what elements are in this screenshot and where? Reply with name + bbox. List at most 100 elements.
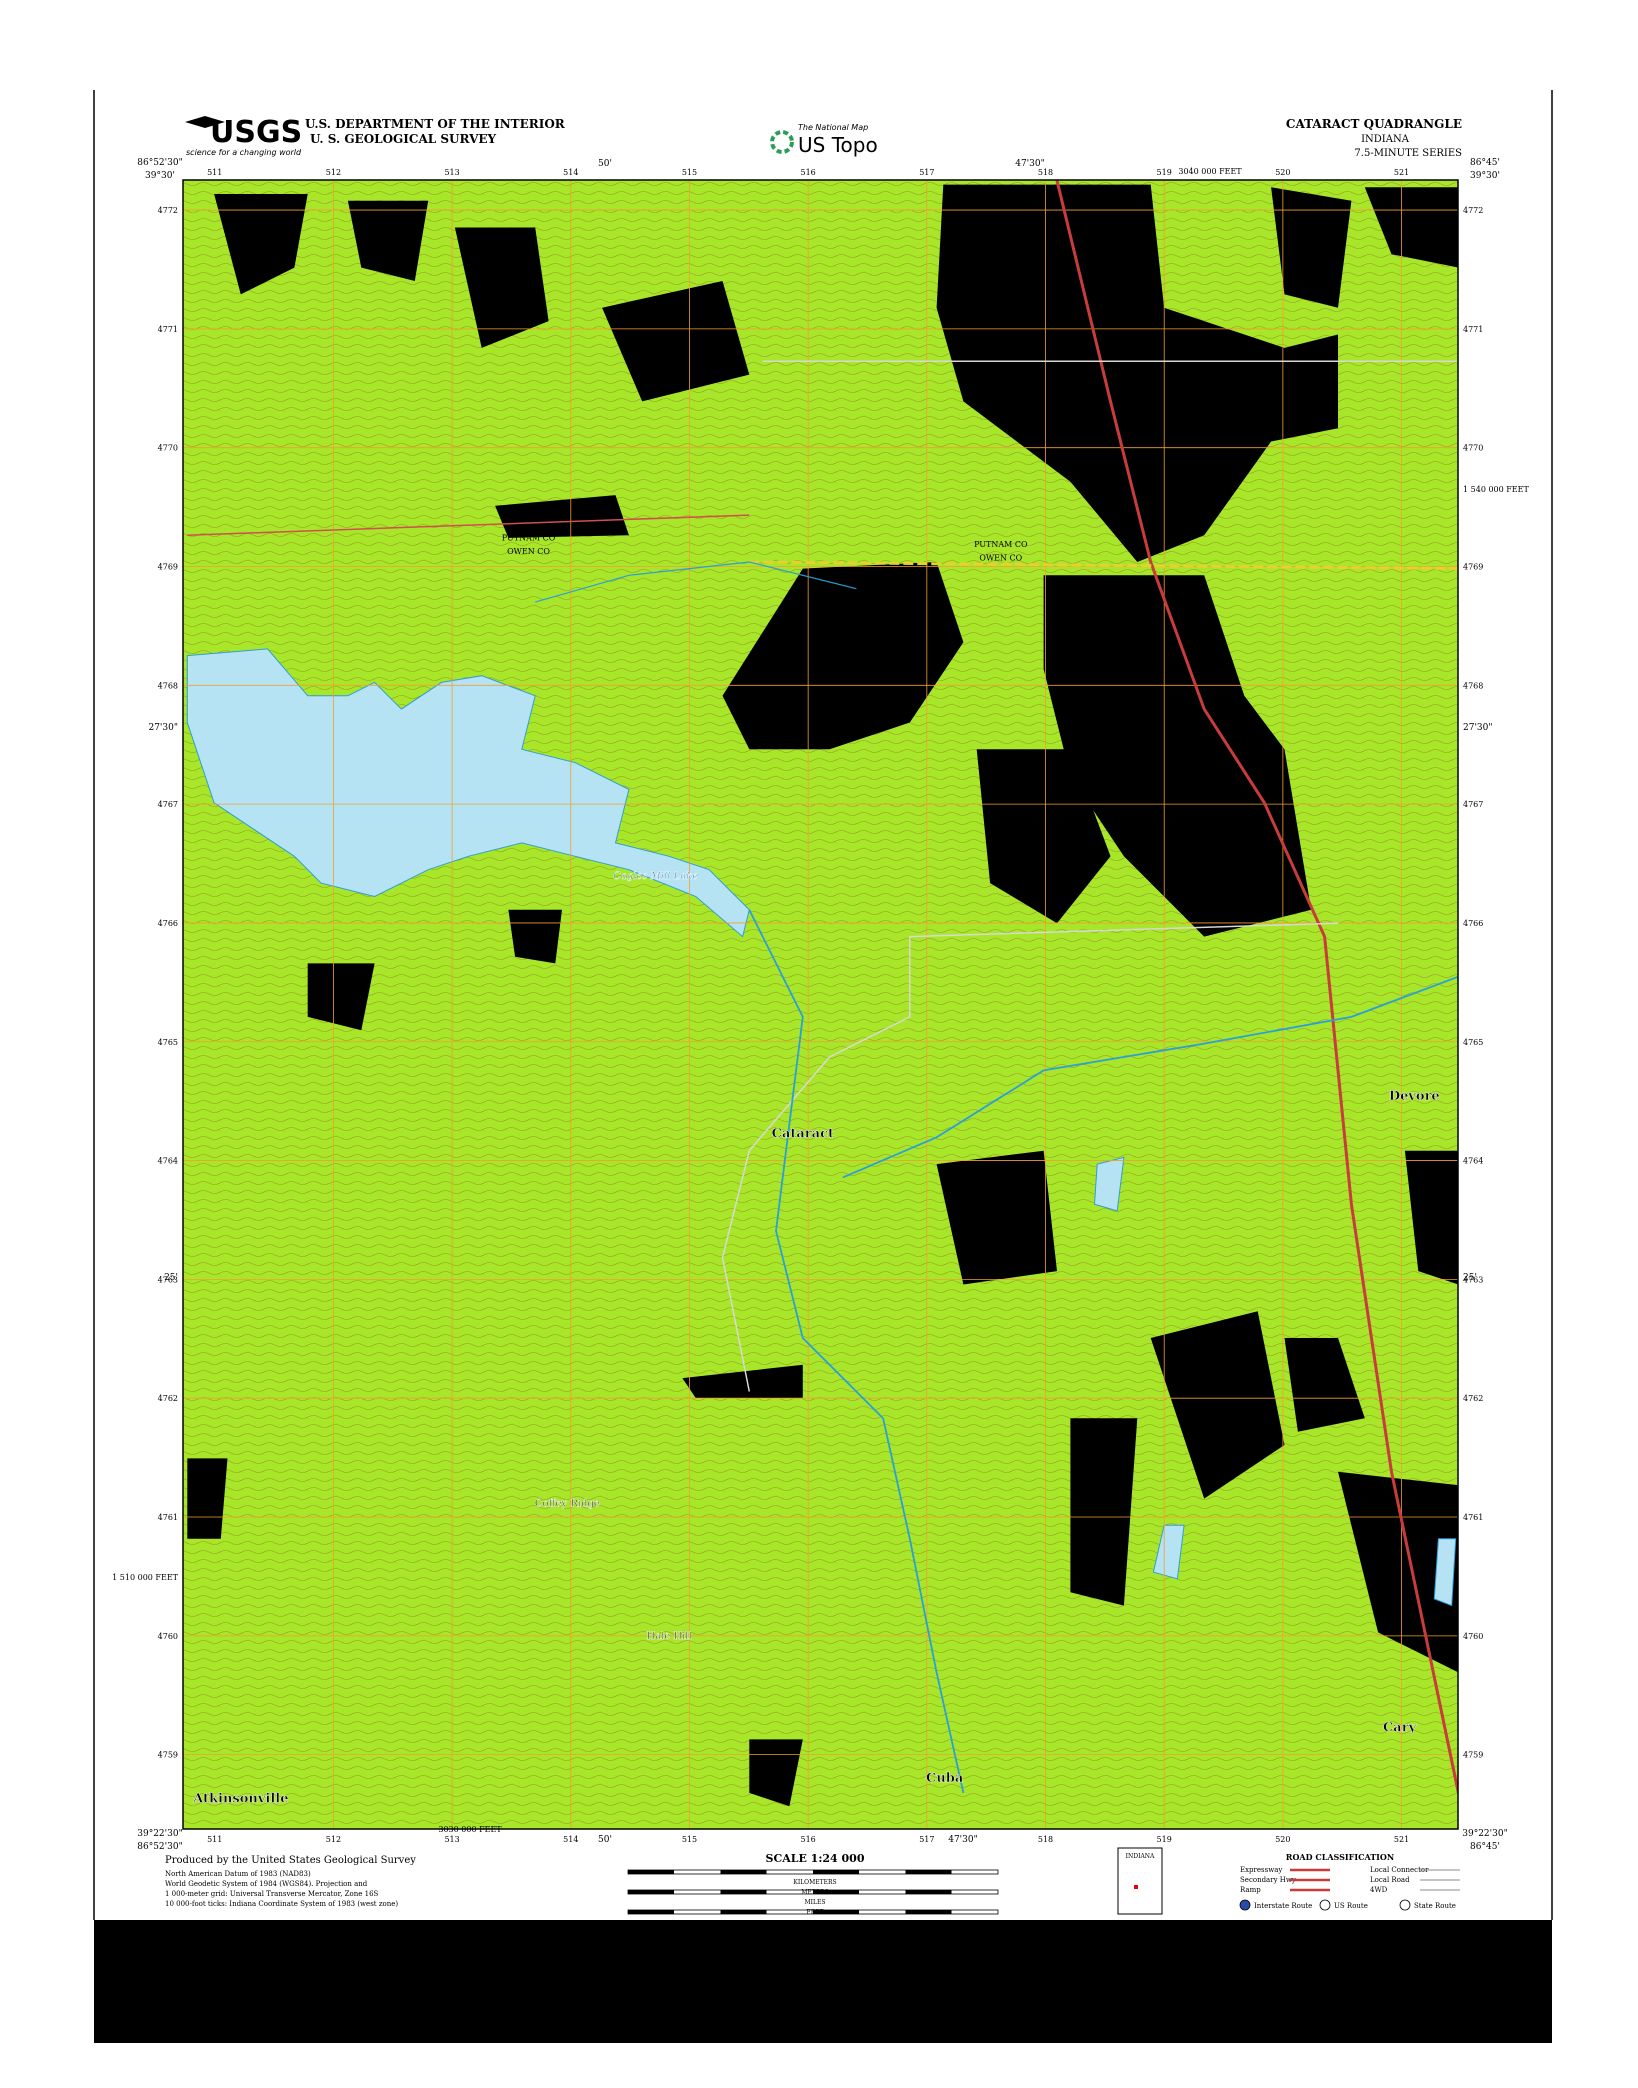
open-area [749,1739,803,1807]
footer-text: Local Road [1370,1876,1410,1884]
county-label: OWEN CO [979,554,1022,563]
county-label: PUTNAM CO [974,540,1028,549]
edge-label: 50' [598,1835,612,1845]
grid-label: 511 [207,1835,222,1844]
edge-label: 86°45' [1470,1842,1500,1852]
scale-segment [905,1870,952,1874]
neatline [182,179,1459,1830]
place-label: Hale Hill [646,1631,691,1642]
grid-label: 4763 [1463,1275,1483,1284]
grid-label: 518 [1038,168,1053,177]
footer-text: 4WD [1370,1886,1388,1894]
grid-label: 4771 [158,325,178,334]
edge-label: 39°30' [145,171,175,181]
grid-label: 4768 [158,681,178,690]
survey: U. S. GEOLOGICAL SURVEY [310,132,497,146]
grid-label: 4766 [158,919,178,928]
open-area [1404,1150,1458,1285]
product: US Topo [798,133,878,157]
open-area [214,194,308,295]
grid-label: 4772 [1463,206,1483,215]
grid-label: 4768 [1463,681,1483,690]
grid-label: 513 [444,1835,459,1844]
open-area [454,227,549,348]
logo: USGS [210,115,302,150]
scale-segment [628,1870,674,1874]
county-road [721,936,911,1392]
grid-label: 4759 [158,1751,178,1760]
grid-label: 4763 [158,1275,178,1284]
open-area [602,281,750,402]
stream [842,975,1458,1179]
stream [748,909,965,1794]
open-area [1338,1471,1458,1673]
quadrangle-title: CATARACT QUADRANGLE [1286,117,1462,131]
grid-label: 4762 [158,1394,178,1403]
open-area [495,495,629,538]
open-area [1284,1338,1365,1432]
place-label: Cuba [926,1771,964,1786]
grid-label: 518 [1038,1835,1053,1844]
grid-label: 519 [1157,168,1172,177]
map-body [183,180,1458,1829]
footer-text: North American Datum of 1983 (NAD83) [165,1870,311,1878]
grid-label: 521 [1394,1835,1409,1844]
grid-label: 517 [919,1835,934,1844]
footer-text: 10 000-foot ticks: Indiana Coordinate Sy… [165,1900,398,1908]
scale-segment [720,1910,767,1914]
grid-label: 520 [1275,1835,1290,1844]
scale-segment [905,1910,952,1914]
grid-label: 4761 [158,1513,178,1522]
scale-segment [813,1890,859,1894]
scale-segment [905,1890,952,1894]
county-road [187,514,750,536]
edge-label: 47'30" [1015,159,1045,169]
quad-marker [1134,1885,1138,1889]
edge-label: 39°22'30" [1462,1829,1507,1839]
footer-text: Secondary Hwy [1240,1876,1296,1884]
grid-label: 515 [682,1835,697,1844]
open-area [682,1364,803,1399]
grid-label: 517 [919,168,934,177]
grid-label: 4767 [158,800,178,809]
edge-label: 86°52'30" [137,158,182,168]
open-area [936,184,1338,562]
open-area [347,200,429,281]
footer-text: State Route [1414,1902,1456,1910]
footer-text: Local Connector [1370,1866,1429,1874]
edge-label: 3040 000 FEET [1178,167,1242,176]
scale-segment [628,1910,674,1914]
place-label: Coffey Ridge [535,1499,600,1510]
open-area [976,749,1111,924]
series: 7.5-MINUTE SERIES [1354,148,1462,159]
footer-text: FEET [807,1909,824,1916]
grid-label: 516 [801,1835,816,1844]
open-area [187,1458,228,1539]
route-shield [1399,1899,1411,1911]
place-label: Cary [1383,1720,1417,1735]
footer-text: Ramp [1240,1886,1261,1894]
route-shield [1319,1899,1331,1911]
edge-label: 25' [164,1273,178,1283]
grid-label: 516 [801,168,816,177]
county-line [749,560,1458,571]
footer-text: Produced by the United States Geological… [165,1855,416,1866]
place-label: Atkinsonville [192,1791,288,1806]
edge-label: 86°45' [1470,158,1500,168]
open-area [1043,575,1312,937]
footer-text: KILOMETERS [793,1879,836,1886]
pond [1093,1156,1125,1212]
open-area [307,963,375,1031]
grid-label: 4772 [158,206,178,215]
grid-label: 4771 [1463,325,1483,334]
topo-icon [770,130,794,154]
place-label: Devore [1389,1089,1440,1104]
open-area [1070,1418,1138,1606]
state: INDIANA [1361,134,1410,145]
grid-label: 4770 [158,444,178,453]
footer-text: ROAD CLASSIFICATION [1286,1852,1394,1862]
grid-label: 513 [444,168,459,177]
footer-text: INDIANA [1126,1853,1155,1860]
highway [1055,180,1458,1794]
